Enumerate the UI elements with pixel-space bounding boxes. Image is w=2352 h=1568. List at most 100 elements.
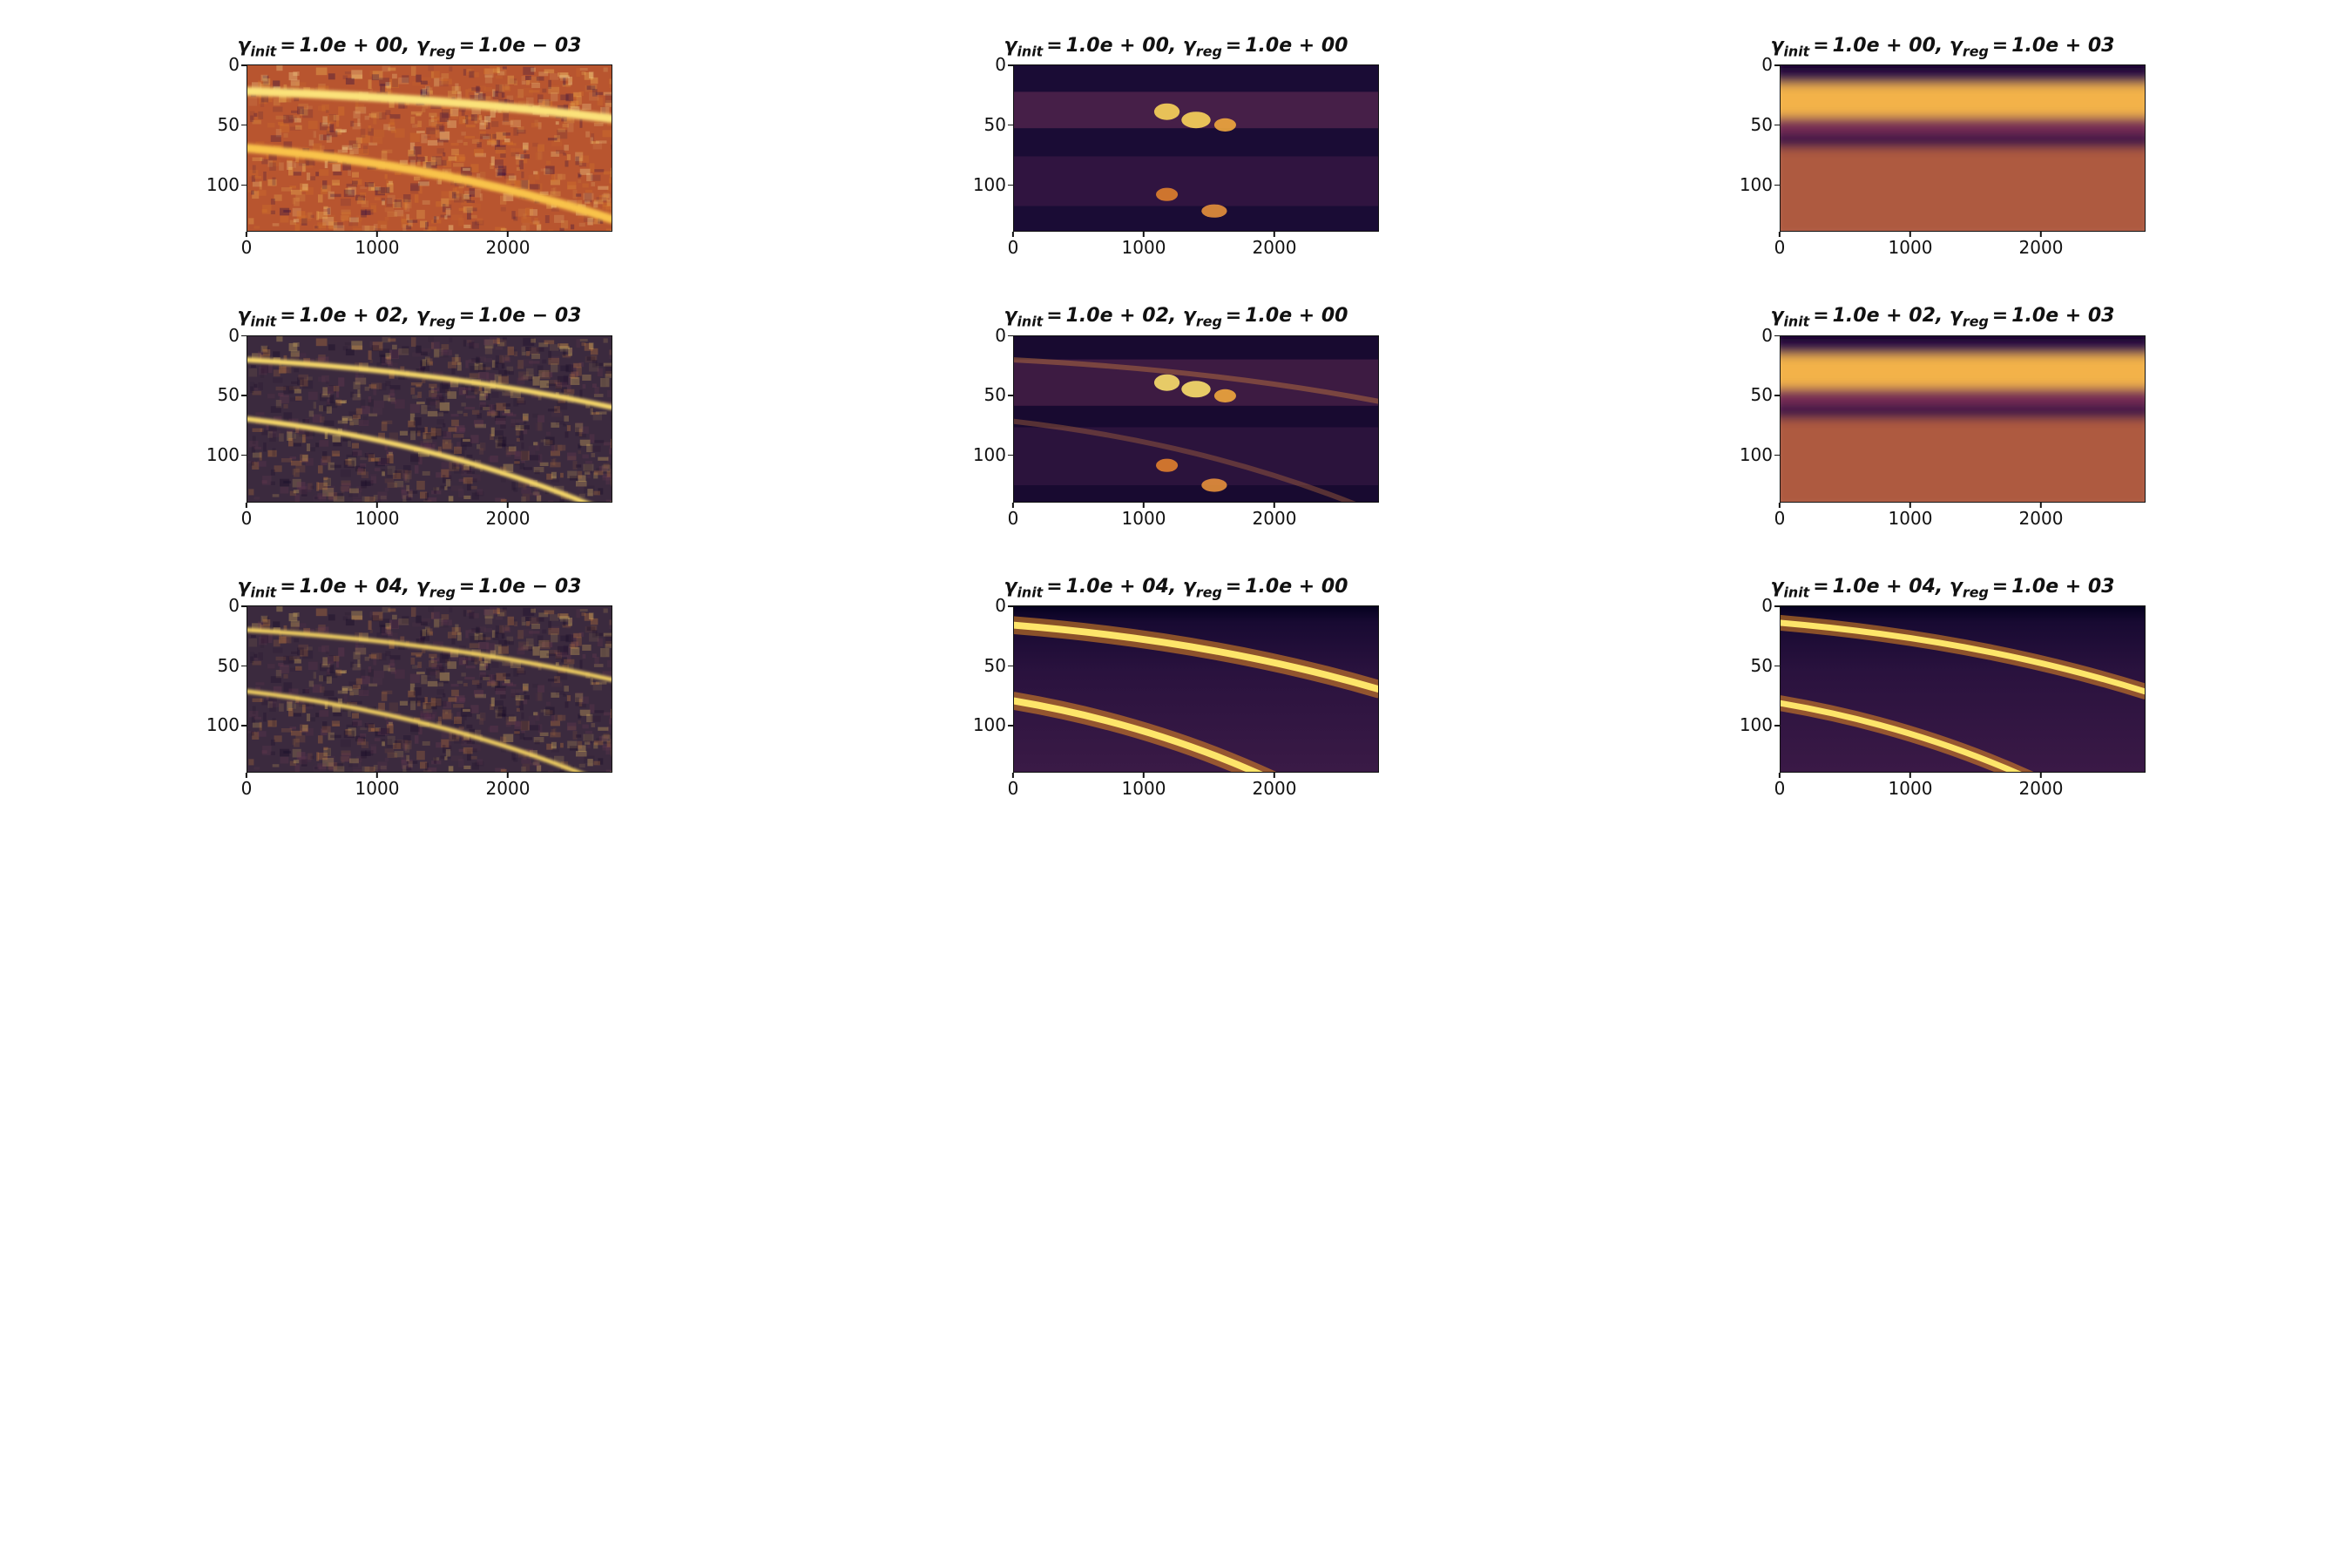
subplot-1-0: γinit=1.0e + 02, γreg=1.0e − 03050100010…	[44, 305, 775, 531]
y-tick: 100	[973, 714, 1006, 735]
x-tick: 1000	[355, 778, 400, 799]
y-tick: 100	[1740, 714, 1773, 735]
x-tick: 2000	[486, 237, 531, 258]
y-tick: 0	[228, 54, 240, 75]
heatmap	[1013, 64, 1379, 232]
x-tick: 2000	[2019, 508, 2064, 529]
plot-area: 050100	[206, 335, 612, 503]
heatmap	[1780, 64, 2146, 232]
heatmap	[1780, 605, 2146, 773]
y-axis: 050100	[1740, 64, 1780, 232]
subplot-0-0: γinit=1.0e + 00, γreg=1.0e − 030 50 1000 10…	[44, 35, 775, 261]
subplot-0-2: γinit=1.0e + 00, γreg=1.0e + 03050100010…	[1577, 35, 2308, 261]
plot-area: 050100	[1740, 335, 2146, 503]
x-axis: 010002000	[1013, 232, 1379, 261]
y-tick: 50	[984, 655, 1006, 676]
y-tick: 100	[206, 174, 240, 195]
y-tick: 0	[1761, 54, 1773, 75]
y-tick: 0	[995, 54, 1006, 75]
y-tick: 50	[218, 384, 240, 405]
x-tick: 2000	[486, 508, 531, 529]
x-axis: 010002000	[1013, 503, 1379, 532]
y-axis: 050100	[206, 64, 247, 232]
plot-area: 050100	[206, 64, 612, 232]
subplot-title: γinit=1.0e + 02, γreg=1.0e + 03	[1771, 305, 2115, 329]
y-axis: 050100	[1740, 335, 1780, 503]
heatmap	[247, 335, 612, 503]
subplot-title: γinit=1.0e + 00, γreg=1.0e + 00	[1004, 35, 1348, 59]
subplot-2-0: γinit=1.0e + 04, γreg=1.0e − 03050100010…	[44, 576, 775, 802]
y-tick: 0	[1761, 595, 1773, 616]
y-axis: 050100	[973, 605, 1013, 773]
y-tick: 50	[1751, 114, 1773, 135]
x-axis: 010002000	[1780, 503, 2146, 532]
plot-area: 050100	[973, 605, 1379, 773]
x-tick: 0	[1008, 508, 1019, 529]
x-tick: 0	[1008, 778, 1019, 799]
y-tick: 0	[228, 325, 240, 346]
subplot-title: γinit=1.0e + 00, γreg=1.0e + 03	[1771, 35, 2115, 59]
y-axis: 050100	[973, 335, 1013, 503]
y-axis: 050100	[206, 605, 247, 773]
y-tick: 0	[228, 595, 240, 616]
y-tick: 50	[218, 655, 240, 676]
x-tick: 2000	[2019, 778, 2064, 799]
x-tick: 2000	[486, 778, 531, 799]
y-tick: 100	[206, 714, 240, 735]
x-axis: 010002000	[247, 773, 612, 802]
subplot-title: γinit=1.0e + 02, γreg=1.0e − 03	[238, 305, 582, 329]
plot-area: 050100	[1740, 64, 2146, 232]
subplot-1-2: γinit=1.0e + 02, γreg=1.0e + 03050100010…	[1577, 305, 2308, 531]
y-tick: 100	[1740, 444, 1773, 465]
x-tick: 0	[1774, 508, 1786, 529]
heatmap	[247, 605, 612, 773]
heatmap	[247, 64, 612, 232]
x-axis: 010002000	[247, 232, 612, 261]
subplot-title: γinit=1.0e + 04, γreg=1.0e + 00	[1004, 576, 1348, 600]
heatmap	[1780, 335, 2146, 503]
y-tick: 100	[1740, 174, 1773, 195]
x-axis: 010002000	[247, 503, 612, 532]
y-tick: 50	[218, 114, 240, 135]
subplot-title: γinit=1.0e + 04, γreg=1.0e − 03	[238, 576, 582, 600]
y-tick: 0	[995, 595, 1006, 616]
y-tick: 50	[1751, 384, 1773, 405]
subplot-title: γinit=1.0e + 04, γreg=1.0e + 03	[1771, 576, 2115, 600]
x-axis: 010002000	[1780, 232, 2146, 261]
x-tick: 2000	[1253, 237, 1297, 258]
y-axis: 050100	[973, 64, 1013, 232]
x-tick: 0	[241, 778, 253, 799]
subplot-grid: γinit=1.0e + 00, γreg=1.0e − 03050100010…	[44, 35, 2308, 802]
heatmap	[1013, 335, 1379, 503]
x-tick: 1000	[1889, 237, 1933, 258]
y-tick: 100	[973, 444, 1006, 465]
y-axis: 050100	[1740, 605, 1780, 773]
x-tick: 0	[1774, 778, 1786, 799]
x-tick: 1000	[1122, 237, 1166, 258]
x-tick: 2000	[1253, 508, 1297, 529]
x-tick: 1000	[355, 508, 400, 529]
y-tick: 100	[206, 444, 240, 465]
subplot-title: γinit=1.0e + 00, γreg=1.0e − 03	[238, 35, 582, 59]
y-tick: 0	[1761, 325, 1773, 346]
y-tick: 50	[1751, 655, 1773, 676]
x-axis: 010002000	[1013, 773, 1379, 802]
y-tick: 0	[995, 325, 1006, 346]
y-axis: 050100	[206, 335, 247, 503]
y-tick: 100	[973, 174, 1006, 195]
x-tick: 2000	[2019, 237, 2064, 258]
subplot-2-1: γinit=1.0e + 04, γreg=1.0e + 00050100010…	[810, 576, 1542, 802]
x-tick: 0	[241, 508, 253, 529]
x-tick: 1000	[1122, 508, 1166, 529]
heatmap	[1013, 605, 1379, 773]
x-tick: 0	[1774, 237, 1786, 258]
x-tick: 1000	[1889, 508, 1933, 529]
x-tick: 1000	[1122, 778, 1166, 799]
x-tick: 1000	[1889, 778, 1933, 799]
y-tick: 50	[984, 384, 1006, 405]
x-tick: 1000	[355, 237, 400, 258]
x-tick: 2000	[1253, 778, 1297, 799]
plot-area: 050100	[973, 64, 1379, 232]
subplot-title: γinit=1.0e + 02, γreg=1.0e + 00	[1004, 305, 1348, 329]
subplot-1-1: γinit=1.0e + 02, γreg=1.0e + 00050100010…	[810, 305, 1542, 531]
